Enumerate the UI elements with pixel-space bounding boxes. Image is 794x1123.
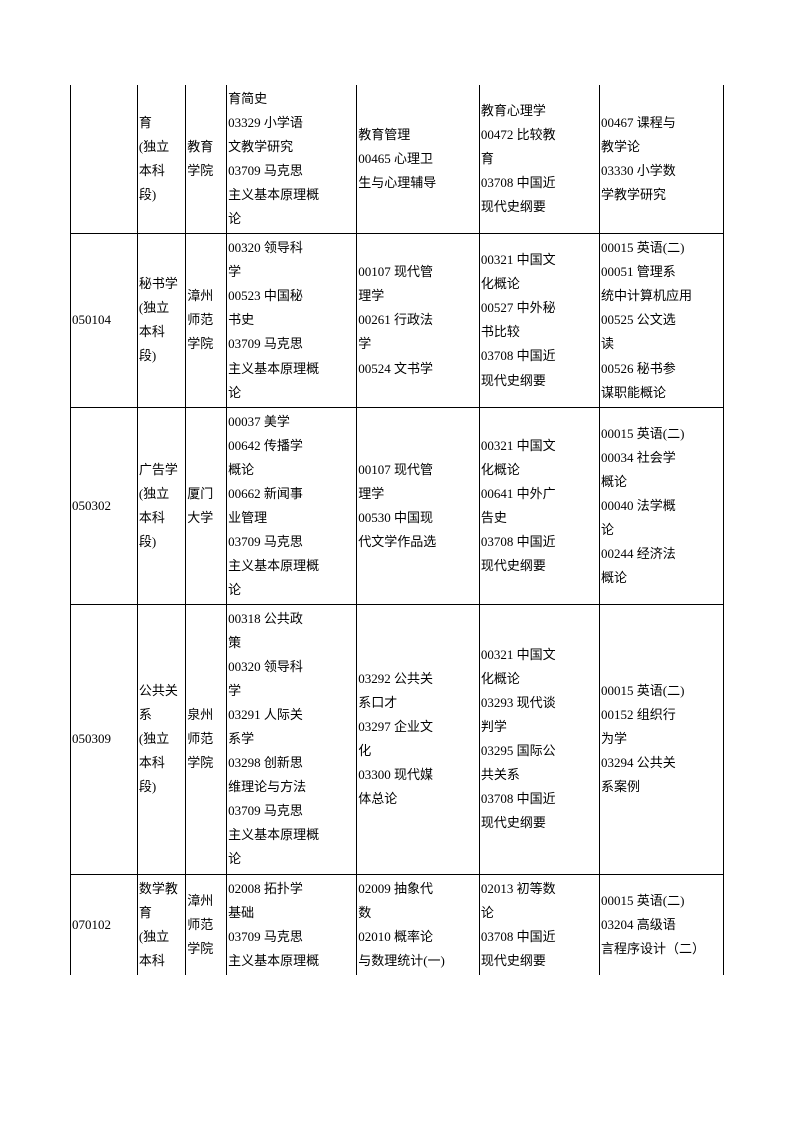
table-cell: 00015 英语(二)00034 社会学概论00040 法学概论00244 经济… <box>600 407 724 604</box>
table-cell: 00107 现代管理学00261 行政法学00524 文书学 <box>357 234 480 407</box>
table-cell: 00321 中国文化概论03293 现代谈判学03295 国际公共关系03708… <box>479 604 599 874</box>
table-cell: 漳州师范学院 <box>186 874 227 975</box>
table-cell: 教育心理学00472 比较教育03708 中国近现代史纲要 <box>479 85 599 234</box>
table-cell: 漳州师范学院 <box>186 234 227 407</box>
table-cell: 厦门大学 <box>186 407 227 604</box>
table-cell: 00107 现代管理学00530 中国现代文学作品选 <box>357 407 480 604</box>
table-row: 050302广告学(独立本科段)厦门大学00037 美学00642 传播学概论0… <box>71 407 724 604</box>
table-cell: 00015 英语(二)03204 高级语言程序设计（二） <box>600 874 724 975</box>
table-cell: 00467 课程与教学论03330 小学数学教学研究 <box>600 85 724 234</box>
table-cell: 050104 <box>71 234 138 407</box>
table-cell: 00015 英语(二)00051 管理系统中计算机应用00525 公文选读005… <box>600 234 724 407</box>
table-cell: 00318 公共政策00320 领导科学03291 人际关系学03298 创新思… <box>227 604 357 874</box>
table-cell: 03292 公共关系口才03297 企业文化03300 现代媒体总论 <box>357 604 480 874</box>
table-cell: 教育学院 <box>186 85 227 234</box>
table-row: 050104秘书学(独立本科段)漳州师范学院00320 领导科学00523 中国… <box>71 234 724 407</box>
table-row: 050309公共关系(独立本科段)泉州师范学院00318 公共政策00320 领… <box>71 604 724 874</box>
table-cell: 00321 中国文化概论00527 中外秘书比较03708 中国近现代史纲要 <box>479 234 599 407</box>
table-cell: 050302 <box>71 407 138 604</box>
course-table: 育(独立本科段)教育学院育简史03329 小学语文教学研究03709 马克思主义… <box>70 85 724 975</box>
table-cell: 数学教育(独立本科 <box>137 874 185 975</box>
table-cell: 02013 初等数论03708 中国近现代史纲要 <box>479 874 599 975</box>
table-cell: 泉州师范学院 <box>186 604 227 874</box>
table-cell: 育(独立本科段) <box>137 85 185 234</box>
table-cell: 秘书学(独立本科段) <box>137 234 185 407</box>
table-cell: 02008 拓扑学基础03709 马克思主义基本原理概 <box>227 874 357 975</box>
table-row: 育(独立本科段)教育学院育简史03329 小学语文教学研究03709 马克思主义… <box>71 85 724 234</box>
table-cell: 02009 抽象代数02010 概率论与数理统计(一) <box>357 874 480 975</box>
table-row: 070102数学教育(独立本科漳州师范学院02008 拓扑学基础03709 马克… <box>71 874 724 975</box>
table-cell: 广告学(独立本科段) <box>137 407 185 604</box>
table-cell: 070102 <box>71 874 138 975</box>
table-cell: 00015 英语(二)00152 组织行为学03294 公共关系案例 <box>600 604 724 874</box>
table-cell: 00037 美学00642 传播学概论00662 新闻事业管理03709 马克思… <box>227 407 357 604</box>
table-cell: 育简史03329 小学语文教学研究03709 马克思主义基本原理概论 <box>227 85 357 234</box>
table-cell: 050309 <box>71 604 138 874</box>
table-cell: 00320 领导科学00523 中国秘书史03709 马克思主义基本原理概论 <box>227 234 357 407</box>
table-cell: 教育管理00465 心理卫生与心理辅导 <box>357 85 480 234</box>
table-cell <box>71 85 138 234</box>
table-cell: 00321 中国文化概论00641 中外广告史03708 中国近现代史纲要 <box>479 407 599 604</box>
table-cell: 公共关系(独立本科段) <box>137 604 185 874</box>
